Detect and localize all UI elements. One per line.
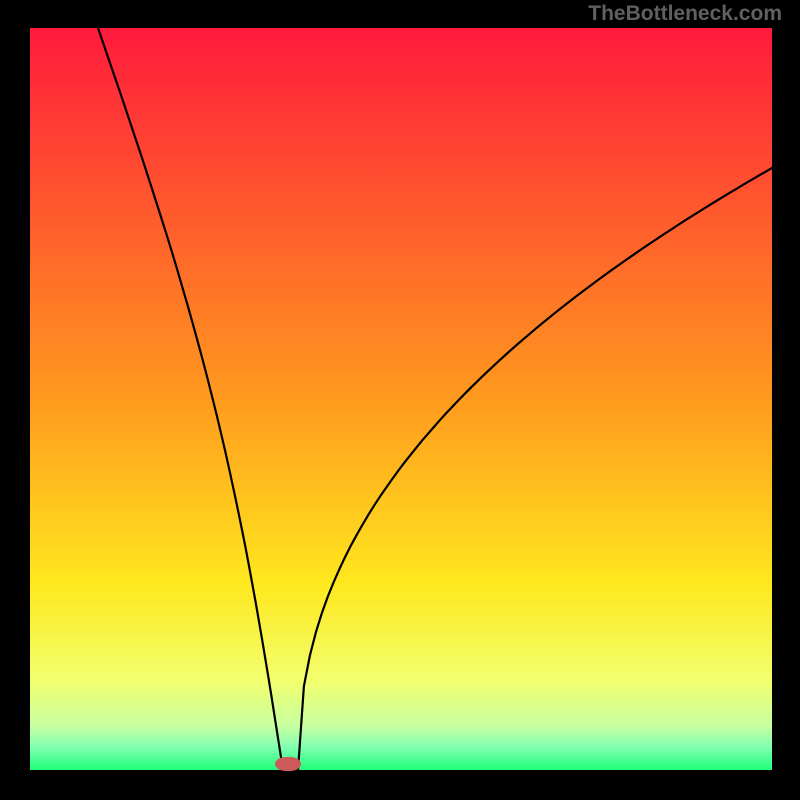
chart-plot-area <box>30 28 772 770</box>
bottleneck-curve <box>30 28 772 770</box>
watermark-text: TheBottleneck.com <box>588 2 782 26</box>
optimum-marker <box>275 757 301 771</box>
curve-path <box>98 28 772 770</box>
